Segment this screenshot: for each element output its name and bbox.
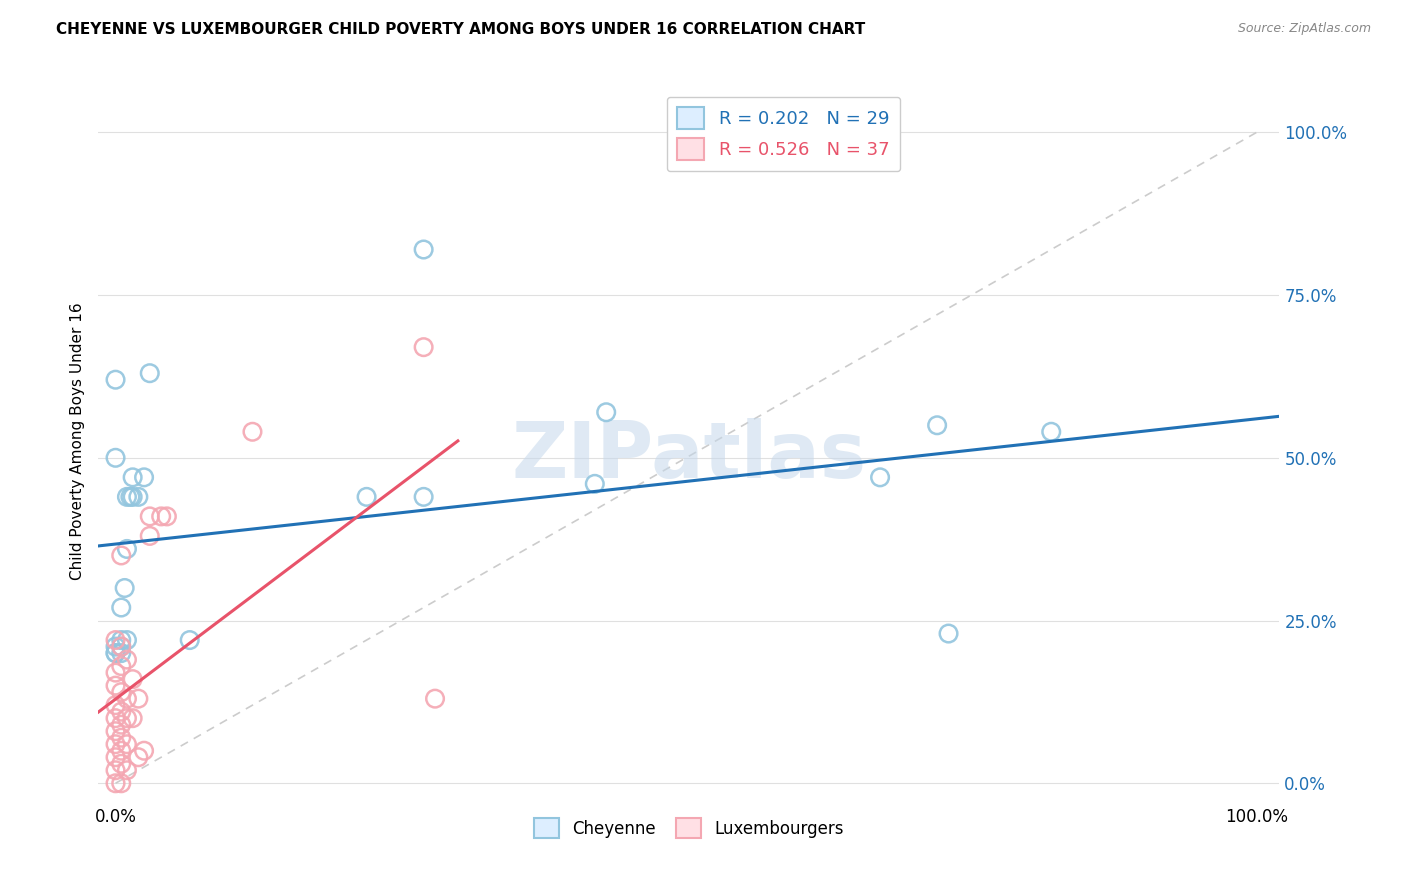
Point [104,450,127,465]
Point [110,549,132,563]
Point [104,776,127,790]
Point [110,705,132,719]
Point [110,731,132,745]
Point [110,756,132,771]
Point [120,490,142,504]
Point [110,600,132,615]
Point [110,659,132,673]
Point [412,340,434,354]
Point [110,717,132,731]
Point [115,691,138,706]
Point [104,646,127,660]
Point [150,509,173,524]
Point [927,418,949,433]
Point [127,490,149,504]
Point [412,243,434,257]
Point [104,646,127,660]
Point [115,764,138,778]
Point [132,744,155,758]
Point [104,724,127,739]
Point [869,470,891,484]
Point [938,626,960,640]
Point [115,737,138,751]
Point [121,711,143,725]
Point [583,476,606,491]
Point [115,490,138,504]
Point [423,691,446,706]
Point [110,685,132,699]
Point [104,373,127,387]
Point [156,509,179,524]
Point [139,529,162,543]
Point [104,750,127,764]
Point [110,744,132,758]
Point [179,633,201,648]
Text: CHEYENNE VS LUXEMBOURGER CHILD POVERTY AMONG BOYS UNDER 16 CORRELATION CHART: CHEYENNE VS LUXEMBOURGER CHILD POVERTY A… [56,22,866,37]
Point [104,737,127,751]
Y-axis label: Child Poverty Among Boys Under 16: Child Poverty Among Boys Under 16 [69,302,84,581]
Point [595,405,617,419]
Legend: Cheyenne, Luxembourgers: Cheyenne, Luxembourgers [527,812,851,845]
Text: Source: ZipAtlas.com: Source: ZipAtlas.com [1237,22,1371,36]
Point [115,541,138,556]
Point [242,425,264,439]
Point [412,490,434,504]
Point [104,764,127,778]
Point [104,679,127,693]
Point [104,665,127,680]
Point [110,640,132,654]
Point [104,633,127,648]
Point [127,691,149,706]
Point [110,776,132,790]
Point [114,581,136,595]
Point [127,750,149,764]
Text: ZIPatlas: ZIPatlas [512,418,866,494]
Point [104,698,127,713]
Point [132,470,155,484]
Point [121,490,143,504]
Point [121,672,143,686]
Point [110,640,132,654]
Point [110,646,132,660]
Point [1040,425,1063,439]
Point [115,633,138,648]
Point [115,711,138,725]
Point [121,470,143,484]
Point [115,652,138,666]
Point [356,490,378,504]
Point [110,633,132,648]
Point [104,640,127,654]
Point [139,509,162,524]
Point [139,366,162,380]
Point [104,711,127,725]
